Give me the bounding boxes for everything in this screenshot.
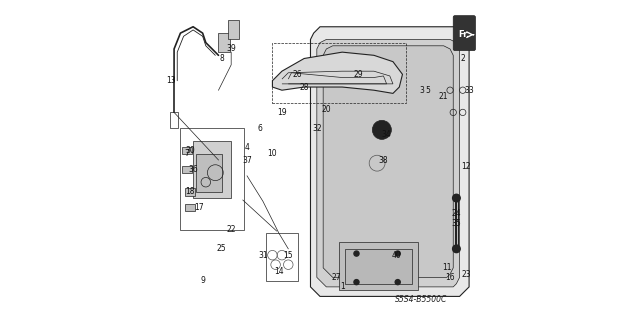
Bar xyxy=(218,33,230,52)
Text: 3: 3 xyxy=(419,86,424,95)
Bar xyxy=(339,243,419,290)
Circle shape xyxy=(452,245,460,252)
Text: 32: 32 xyxy=(312,124,322,133)
Text: 15: 15 xyxy=(284,251,293,260)
Text: 40: 40 xyxy=(391,251,401,260)
Text: 21: 21 xyxy=(439,92,449,101)
PathPatch shape xyxy=(310,27,469,296)
Text: 34: 34 xyxy=(381,130,392,139)
Circle shape xyxy=(354,251,359,256)
Text: 20: 20 xyxy=(321,105,331,114)
Text: 37: 37 xyxy=(242,156,252,164)
Bar xyxy=(185,204,195,212)
Text: 8: 8 xyxy=(220,54,224,63)
Text: 26: 26 xyxy=(293,70,303,79)
Text: 36: 36 xyxy=(188,165,198,174)
Bar xyxy=(266,233,298,281)
Text: 10: 10 xyxy=(268,149,277,158)
Text: 30: 30 xyxy=(185,146,195,155)
PathPatch shape xyxy=(317,39,460,287)
Text: 38: 38 xyxy=(379,156,388,164)
Text: 5: 5 xyxy=(426,86,430,95)
Bar xyxy=(180,128,244,230)
Text: 6: 6 xyxy=(257,124,262,133)
Text: 25: 25 xyxy=(217,244,227,253)
Text: S5S4-B5500C: S5S4-B5500C xyxy=(396,295,448,304)
PathPatch shape xyxy=(323,46,453,277)
Bar xyxy=(182,166,191,173)
Text: 2: 2 xyxy=(460,54,465,63)
Text: 27: 27 xyxy=(331,273,340,282)
Bar xyxy=(196,154,221,192)
Text: 33: 33 xyxy=(464,86,474,95)
Text: 9: 9 xyxy=(200,276,205,285)
Text: 28: 28 xyxy=(300,83,309,92)
Text: 7: 7 xyxy=(184,149,189,158)
FancyBboxPatch shape xyxy=(453,16,476,51)
Circle shape xyxy=(395,251,400,256)
Text: 11: 11 xyxy=(442,263,452,272)
Text: Fr.: Fr. xyxy=(458,30,469,39)
Bar xyxy=(182,147,191,154)
Text: 39: 39 xyxy=(227,44,236,53)
Bar xyxy=(170,112,178,128)
Text: 16: 16 xyxy=(445,273,455,282)
Bar xyxy=(193,141,231,198)
Circle shape xyxy=(354,280,359,285)
Text: 23: 23 xyxy=(461,270,471,279)
Circle shape xyxy=(452,194,460,202)
Text: 31: 31 xyxy=(258,251,268,260)
Text: 35: 35 xyxy=(452,219,461,228)
Circle shape xyxy=(372,120,392,140)
Text: 13: 13 xyxy=(166,76,176,85)
Text: 29: 29 xyxy=(353,70,363,79)
Text: 19: 19 xyxy=(277,108,287,117)
Text: 4: 4 xyxy=(244,143,250,152)
Text: 22: 22 xyxy=(227,225,236,234)
Bar xyxy=(185,188,195,196)
PathPatch shape xyxy=(273,52,403,93)
Text: 18: 18 xyxy=(185,187,195,196)
Bar xyxy=(273,43,406,103)
Text: 17: 17 xyxy=(195,203,204,212)
Text: 24: 24 xyxy=(452,209,461,219)
Circle shape xyxy=(395,280,400,285)
Bar xyxy=(346,249,412,284)
Bar xyxy=(228,20,239,39)
Text: 1: 1 xyxy=(340,282,344,292)
Text: 14: 14 xyxy=(274,267,284,276)
Text: 12: 12 xyxy=(461,162,470,171)
